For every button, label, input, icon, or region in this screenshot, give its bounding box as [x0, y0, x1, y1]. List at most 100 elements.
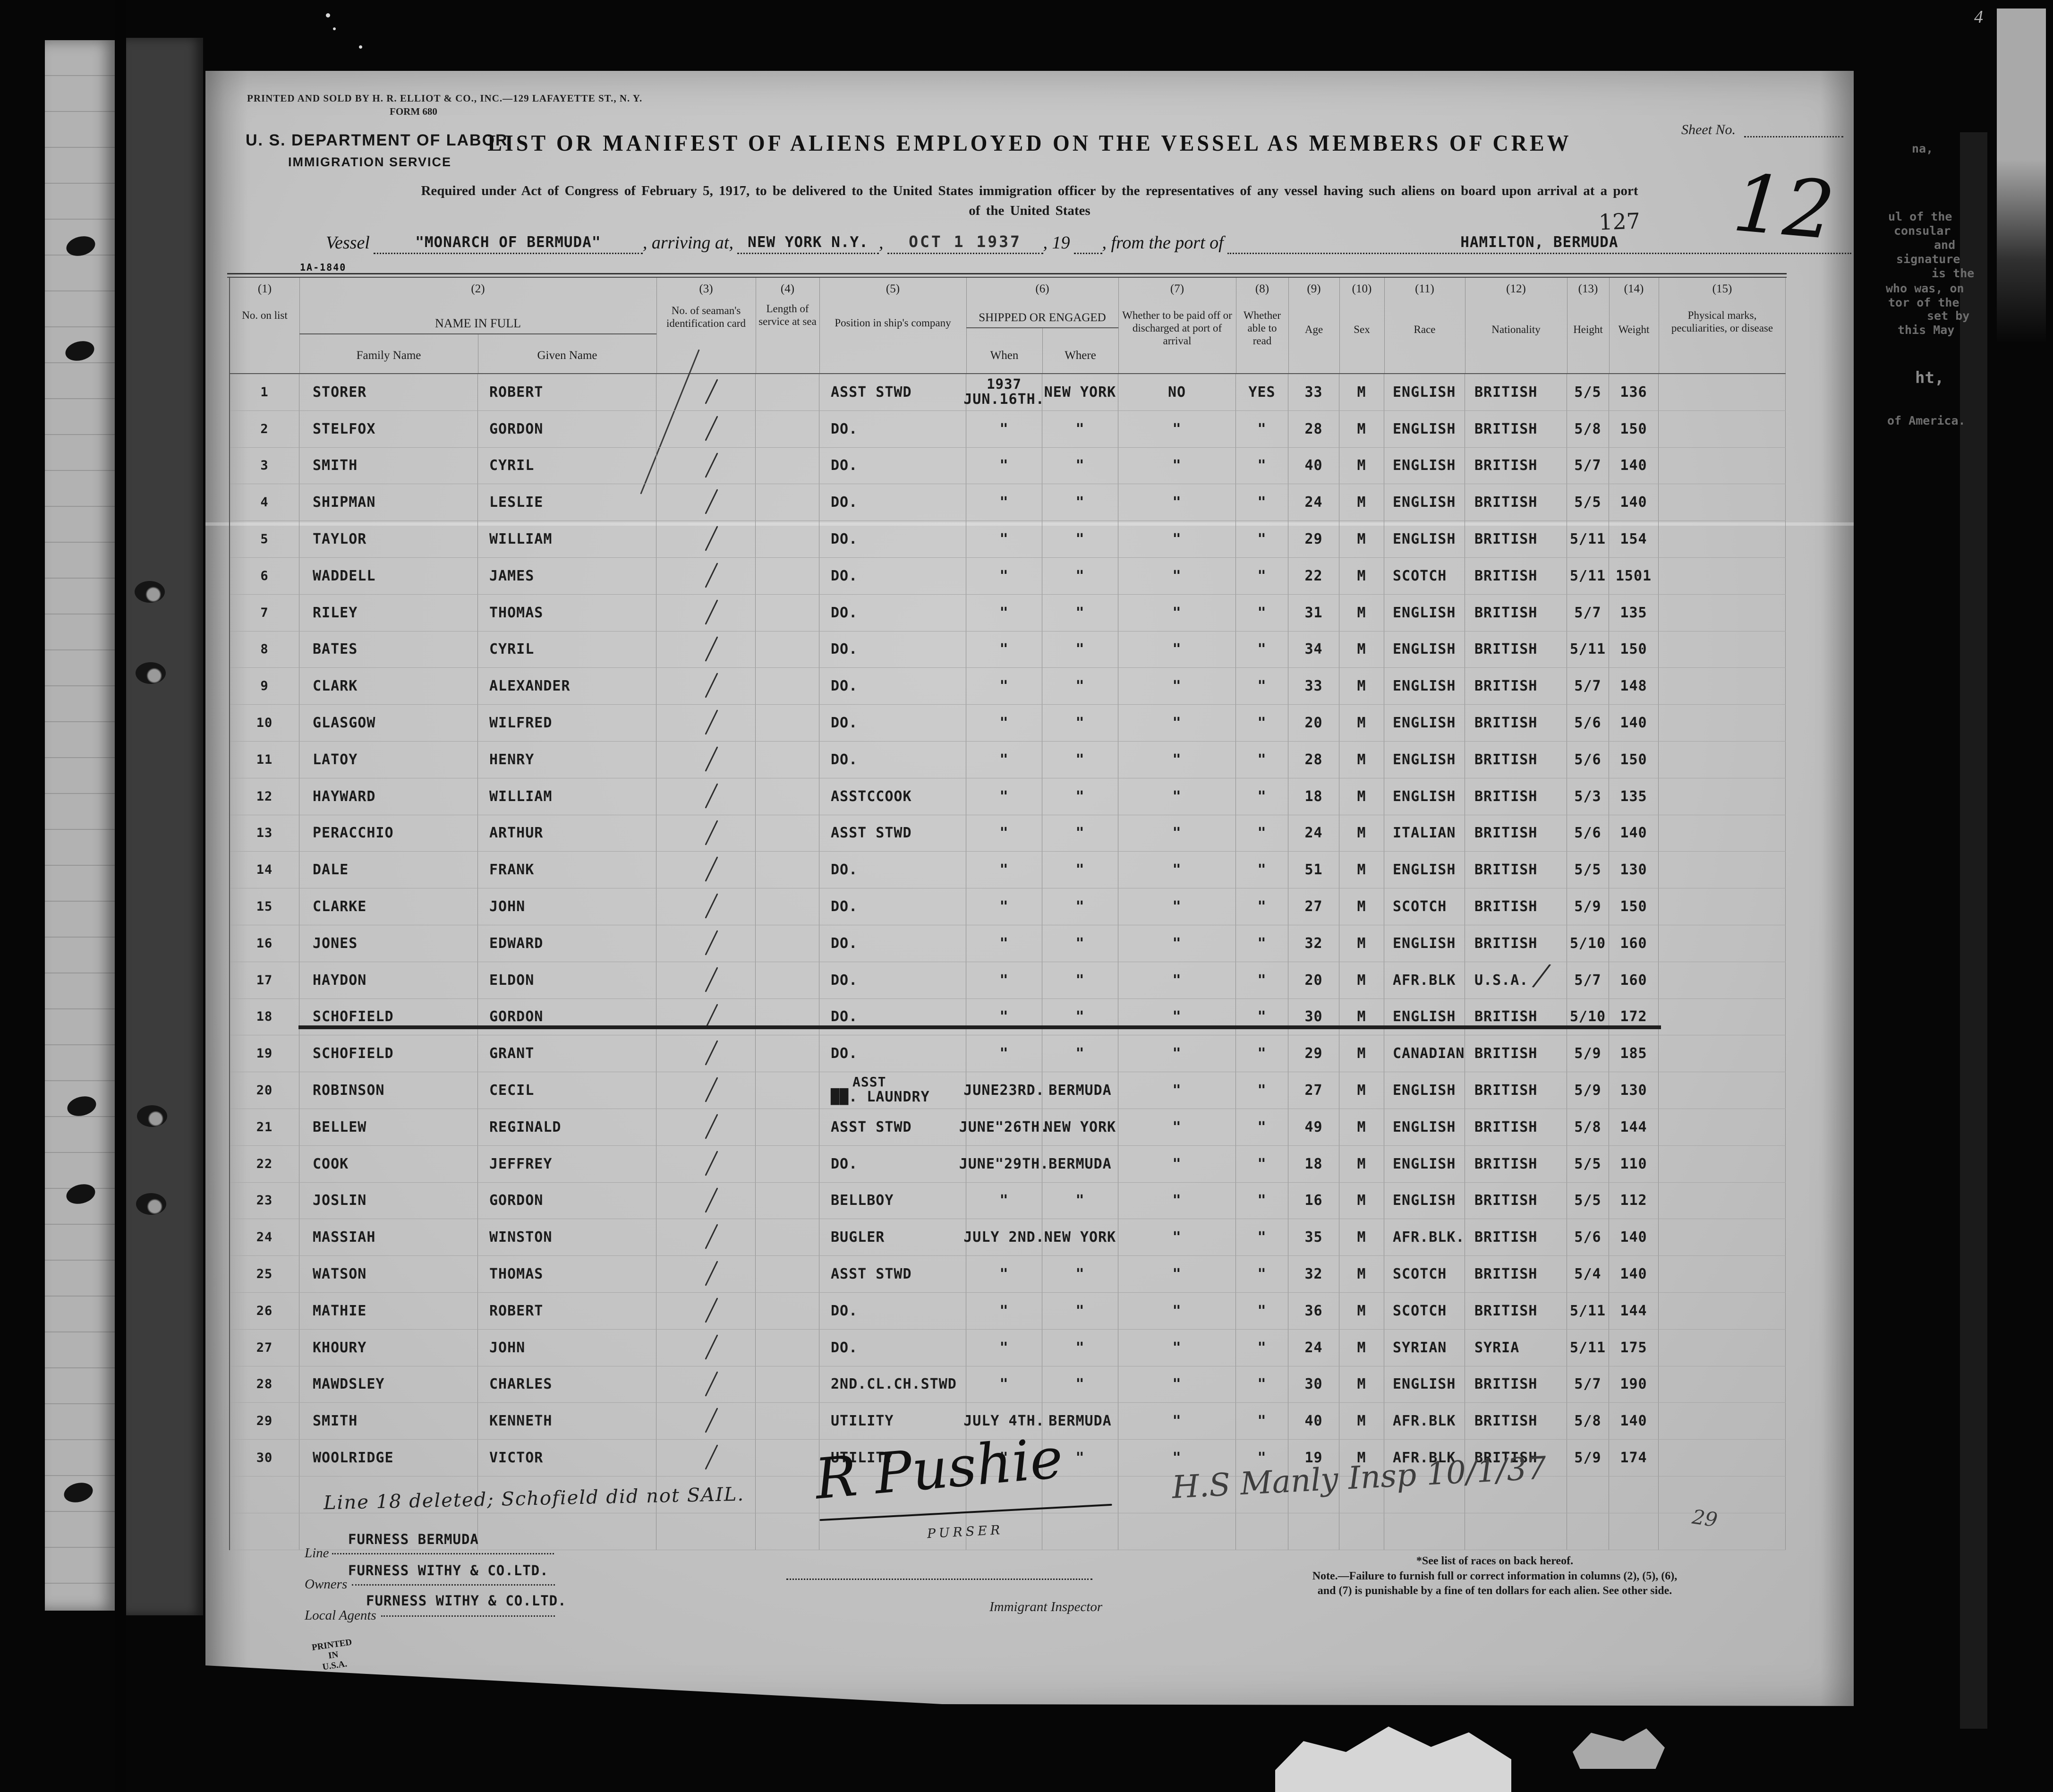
header-paid-off: Whether to be paid off or discharged at … — [1122, 309, 1232, 347]
nationality-cell: SYRIA — [1465, 1329, 1567, 1366]
id-card-cell — [656, 778, 756, 815]
shipped-when-cell: " — [966, 521, 1042, 557]
header-service-at-sea: Length of service at sea — [758, 303, 817, 328]
shipped-where-cell: " — [1042, 852, 1118, 888]
position-cell: UTILITY — [819, 1403, 966, 1440]
table-row: 29 SMITH KENNETH UTILITY JULY 4TH. BERMU… — [230, 1403, 1786, 1440]
table-row — [230, 1513, 1786, 1550]
service-cell — [756, 557, 819, 594]
sex-cell: M — [1339, 741, 1384, 778]
sex-cell: M — [1339, 998, 1384, 1035]
shipped-when-cell: " — [966, 1182, 1042, 1219]
given-name: ROBERT — [478, 1292, 656, 1329]
family-name: MATHIE — [299, 1292, 478, 1329]
race-cell: ENGLISH — [1384, 741, 1465, 778]
sheet-no-label: Sheet No. — [1681, 122, 1736, 137]
race-cell: ENGLISH — [1384, 594, 1465, 631]
when-value: " — [999, 715, 1009, 732]
row-number: 2 — [230, 410, 299, 447]
position-value: UTILITY — [831, 1450, 894, 1466]
plate-code: 1A-1840 — [300, 262, 347, 273]
paid-off-cell: " — [1118, 888, 1236, 925]
given-name: HENRY — [478, 741, 656, 778]
position-cell: DO. — [819, 521, 966, 557]
age-cell: 36 — [1288, 1292, 1339, 1329]
height-cell: 5/11 — [1567, 1329, 1609, 1366]
row-number: 28 — [230, 1366, 299, 1403]
weight-cell: 140 — [1609, 705, 1659, 741]
service-cell — [756, 705, 819, 741]
sex-cell: M — [1339, 815, 1384, 852]
rule-line — [381, 1615, 555, 1617]
service-cell — [756, 962, 819, 998]
height-cell: 5/11 — [1567, 521, 1609, 557]
position-cell: DO. — [819, 888, 966, 925]
marks-cell — [1659, 1403, 1786, 1440]
paid-off-cell: " — [1118, 1329, 1236, 1366]
weight-cell: 160 — [1609, 925, 1659, 962]
nationality-value: BRITISH — [1474, 678, 1538, 695]
sex-cell: M — [1339, 1403, 1384, 1440]
paid-off-cell: " — [1118, 705, 1236, 741]
rule-line — [352, 1584, 555, 1586]
family-name: STELFOX — [299, 410, 478, 447]
manifest-table: (1) (2) (3) (4) (5) (6) (7) (8) (9) (10)… — [229, 278, 1786, 1550]
form-number: FORM 680 — [390, 106, 437, 117]
table-row: 10 GLASGOW WILFRED DO. " " " " 20 M ENGL… — [230, 705, 1786, 742]
header-given-name: Given Name — [537, 349, 597, 362]
margin-text-fragment: signature — [1896, 252, 1960, 266]
position-value: ASSTCCOOK — [831, 788, 912, 805]
sex-cell: M — [1339, 1440, 1384, 1476]
table-row: 7 RILEY THOMAS DO. " " " " 31 M ENGLISH … — [230, 594, 1786, 631]
sex-cell: M — [1339, 1366, 1384, 1403]
department-name: U. S. DEPARTMENT OF LABOR — [246, 131, 508, 149]
weight-cell: 140 — [1609, 1219, 1659, 1256]
height-cell: 5/9 — [1567, 888, 1609, 925]
position-cell: DO. — [819, 631, 966, 668]
col-number: (9) — [1307, 282, 1321, 295]
paid-off-cell: " — [1118, 962, 1236, 998]
age-cell: 29 — [1288, 521, 1339, 557]
shipped-when-cell: JUNE23RD. — [963, 1072, 1044, 1109]
nationality-cell: BRITISH — [1465, 852, 1567, 888]
row-number: 9 — [230, 668, 299, 705]
age-cell: 33 — [1288, 374, 1339, 410]
weight-cell: 144 — [1609, 1109, 1659, 1145]
able-to-read-cell: " — [1236, 1035, 1288, 1072]
age-cell: 32 — [1288, 925, 1339, 962]
position-cell: DO. — [819, 557, 966, 594]
race-cell: ENGLISH — [1384, 998, 1465, 1035]
given-name: KENNETH — [478, 1403, 656, 1440]
service-cell — [756, 1182, 819, 1219]
rule-line — [227, 277, 1787, 278]
from-port-label: , from the port of — [1102, 233, 1224, 253]
shipped-when-cell: " — [966, 594, 1042, 631]
marks-cell — [1659, 1476, 1786, 1513]
family-name: CLARKE — [299, 888, 478, 925]
able-to-read-cell — [1236, 1476, 1288, 1513]
nationality-value: BRITISH — [1474, 641, 1538, 658]
nationality-cell: BRITISH — [1465, 1219, 1567, 1256]
col-number: (4) — [780, 282, 795, 295]
position-value: DO. — [831, 1045, 858, 1062]
position-cell: DO. — [819, 447, 966, 484]
when-value: JUNE"26TH. — [959, 1118, 1049, 1135]
able-to-read-cell: " — [1236, 557, 1288, 594]
given-name: THOMAS — [478, 1256, 656, 1292]
shipped-where-cell: " — [1042, 1035, 1118, 1072]
race-cell: AFR.BLK — [1384, 1440, 1465, 1476]
row-number: 30 — [230, 1440, 299, 1476]
family-name: KHOURY — [299, 1329, 478, 1366]
shipped-where-cell: " — [1042, 1256, 1118, 1292]
table-row: 12 HAYWARD WILLIAM ASSTCCOOK " " " " 18 … — [230, 778, 1786, 815]
punch-hole-ring — [136, 662, 166, 684]
able-to-read-cell: " — [1236, 741, 1288, 778]
paid-off-cell: " — [1118, 631, 1236, 668]
sex-cell: M — [1339, 925, 1384, 962]
weight-cell: 160 — [1609, 962, 1659, 998]
height-cell: 5/7 — [1567, 1366, 1609, 1403]
nationality-cell — [1465, 1476, 1567, 1513]
table-row: 6 WADDELL JAMES DO. " " " " 22 M SCOTCH … — [230, 557, 1786, 595]
service-cell — [756, 447, 819, 484]
